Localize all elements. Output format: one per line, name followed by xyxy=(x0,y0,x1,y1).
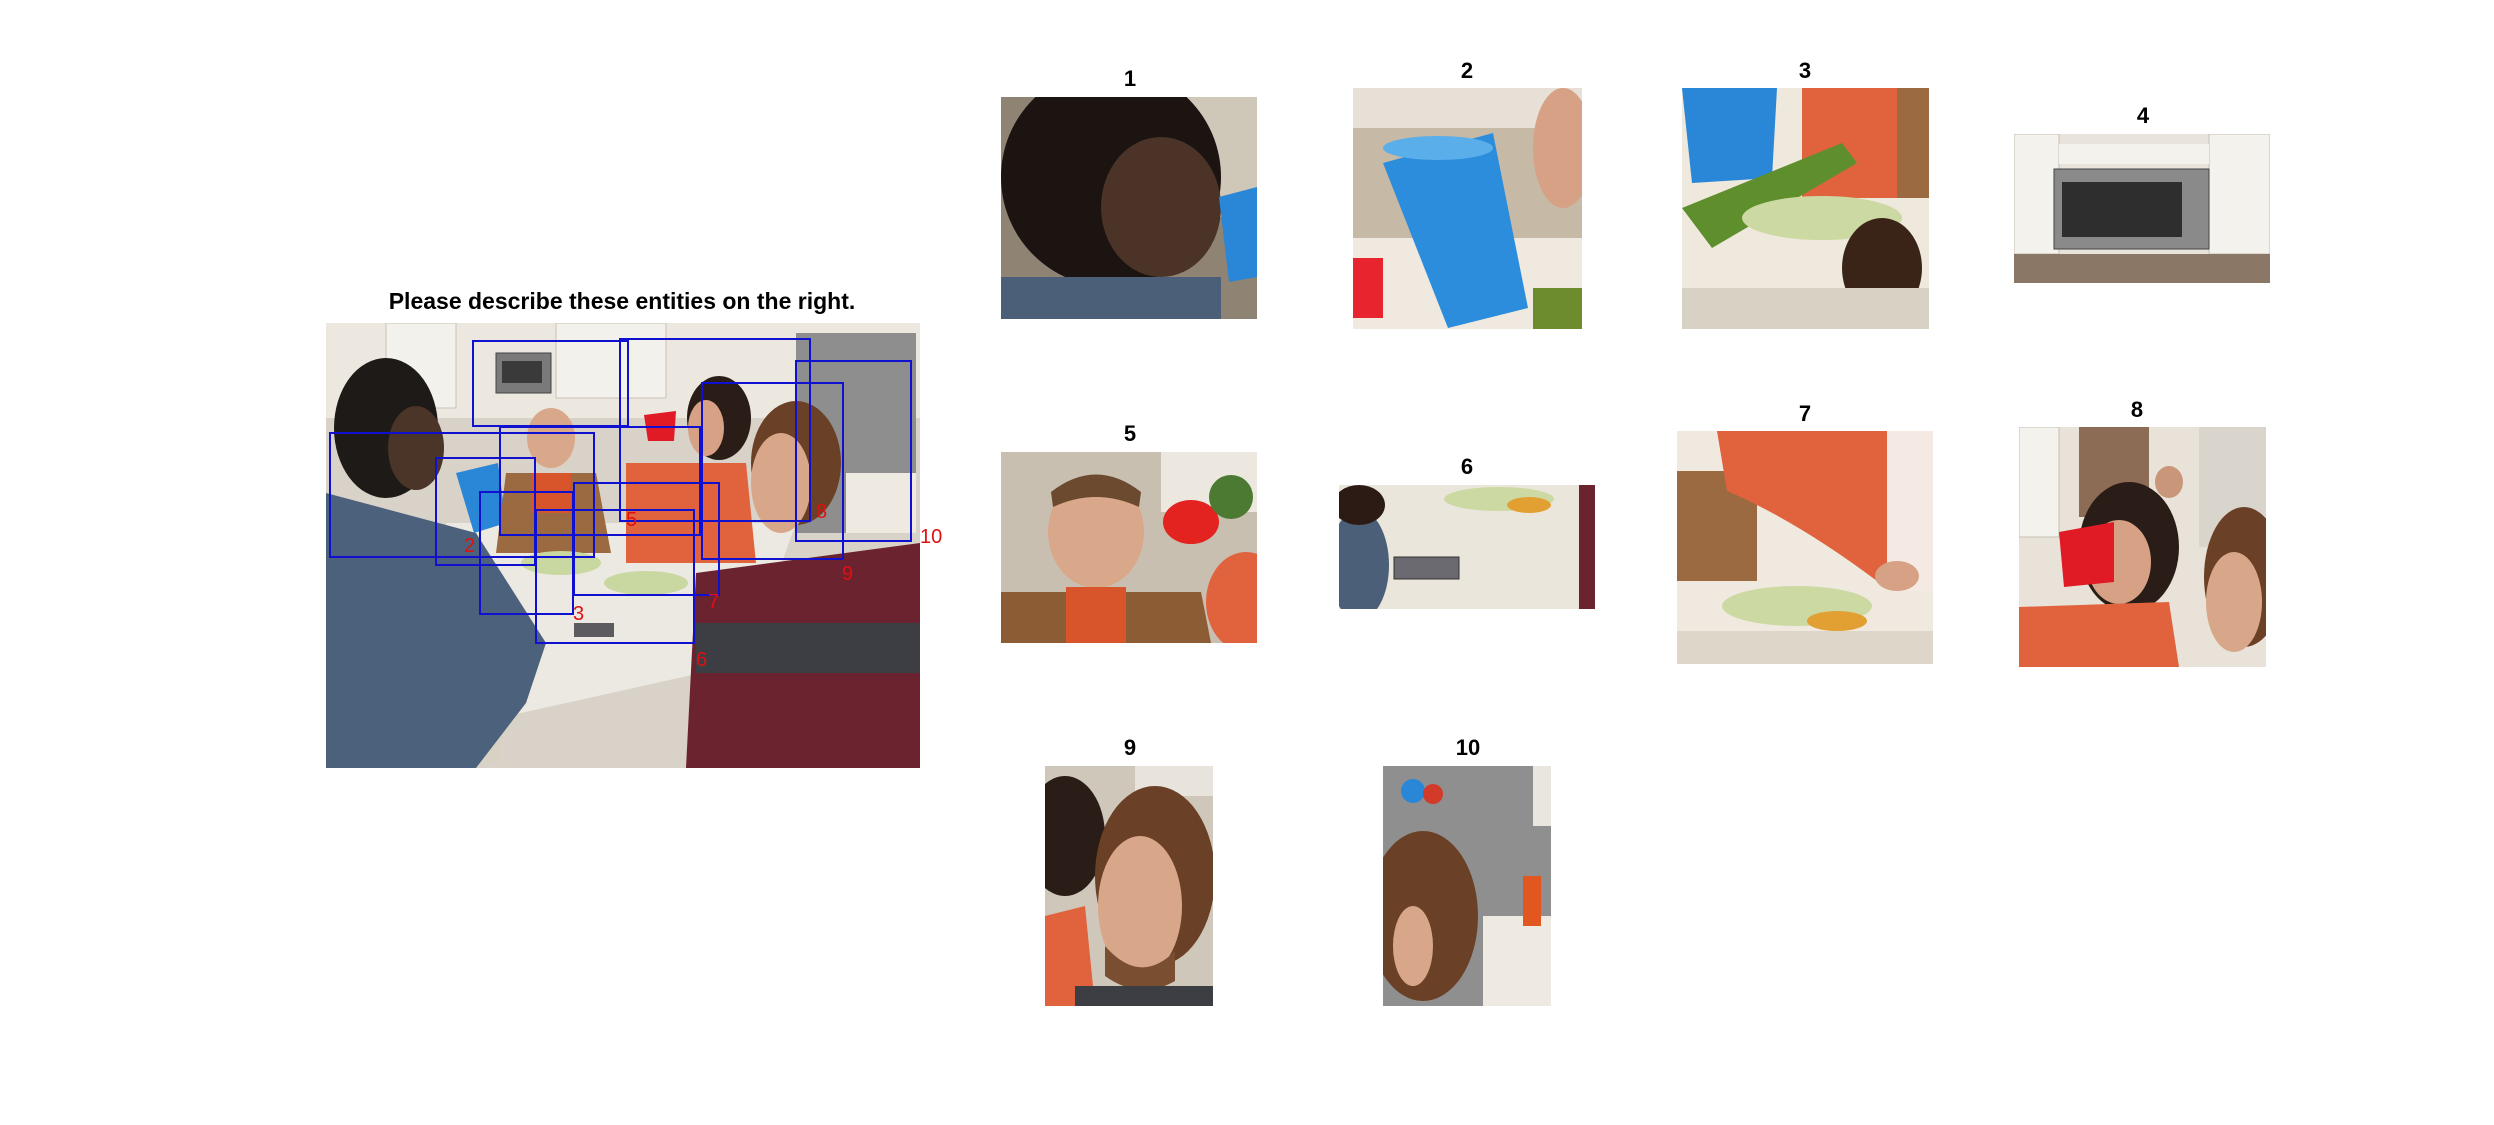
crop-1-image xyxy=(1001,97,1257,319)
crop-5-image xyxy=(1001,452,1257,643)
crop-title-4: 4 xyxy=(2136,103,2150,128)
box-label-10: 10 xyxy=(920,526,943,548)
box-label-8: 8 xyxy=(816,501,828,523)
crop-9-image xyxy=(1045,766,1213,1006)
crop-title-6: 6 xyxy=(1460,454,1474,479)
box-2 xyxy=(435,457,536,566)
crop-3 xyxy=(1682,88,1929,329)
crop-title-7: 7 xyxy=(1798,401,1812,426)
crop-1 xyxy=(1001,97,1257,319)
crop-6-image xyxy=(1339,485,1595,609)
box-label-6: 6 xyxy=(696,649,708,671)
crop-8 xyxy=(2019,427,2266,667)
crop-4-image xyxy=(2014,134,2270,283)
box-7 xyxy=(573,482,720,596)
box-4 xyxy=(472,340,629,427)
crop-2 xyxy=(1353,88,1582,329)
box-label-7: 7 xyxy=(708,591,720,613)
crop-10 xyxy=(1383,766,1551,1006)
crop-title-8: 8 xyxy=(2130,397,2144,422)
crop-title-10: 10 xyxy=(1455,735,1481,760)
scene-image: 2 3 5 6 7 8 9 xyxy=(326,323,920,768)
crop-title-2: 2 xyxy=(1460,58,1474,83)
crop-title-9: 9 xyxy=(1123,735,1137,760)
bounding-boxes xyxy=(329,338,912,644)
crop-5 xyxy=(1001,452,1257,643)
crop-6 xyxy=(1339,485,1595,609)
box-8 xyxy=(619,338,811,522)
prompt-title: Please describe these entities on the ri… xyxy=(388,288,856,314)
crop-9 xyxy=(1045,766,1213,1006)
box-label-2: 2 xyxy=(464,535,476,557)
crop-4 xyxy=(2014,134,2270,283)
box-5 xyxy=(499,426,701,536)
crop-7-image xyxy=(1677,431,1933,664)
box-9 xyxy=(701,382,844,560)
scene-illustration xyxy=(326,323,920,768)
crop-3-image xyxy=(1682,88,1929,329)
box-1 xyxy=(329,432,595,558)
crop-title-1: 1 xyxy=(1123,66,1137,91)
box-6 xyxy=(535,509,695,644)
box-label-9: 9 xyxy=(842,563,854,585)
crop-title-3: 3 xyxy=(1798,58,1812,83)
box-10 xyxy=(795,360,912,542)
box-label-3: 3 xyxy=(573,603,585,625)
box-label-5: 5 xyxy=(626,509,638,531)
crop-8-image xyxy=(2019,427,2266,667)
crop-7 xyxy=(1677,431,1933,664)
crop-2-image xyxy=(1353,88,1582,329)
crop-10-image xyxy=(1383,766,1551,1006)
crop-title-5: 5 xyxy=(1123,421,1137,446)
